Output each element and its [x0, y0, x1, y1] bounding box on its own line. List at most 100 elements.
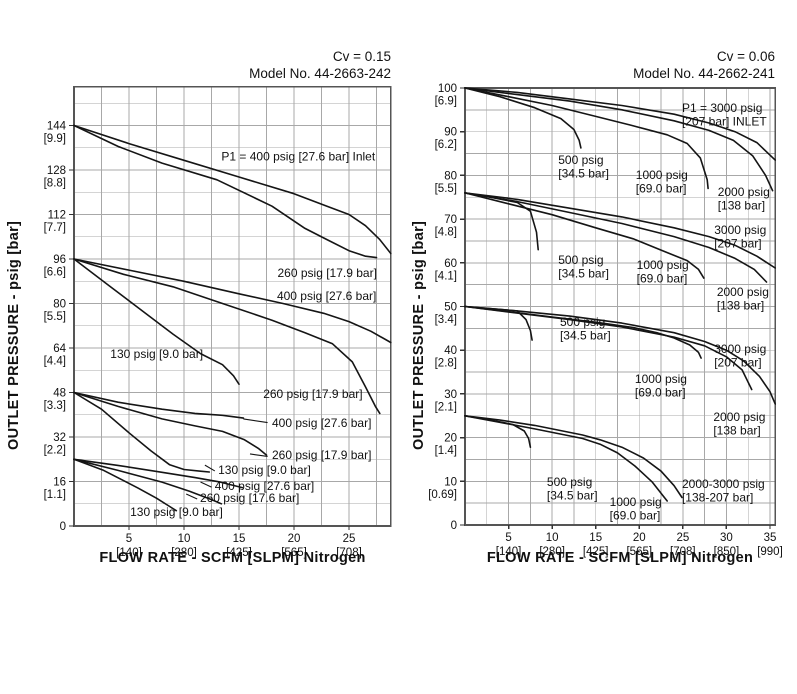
- svg-text:80: 80: [53, 299, 66, 311]
- x-axis-ticks: 5 [140] 10 [280] 15 [425] 20 [565] 25 [708]: [116, 526, 362, 559]
- svg-text:[990]: [990]: [757, 546, 783, 558]
- svg-text:20: 20: [444, 433, 457, 445]
- svg-text:[5.5]: [5.5]: [44, 311, 66, 323]
- svg-text:[3.4]: [3.4]: [435, 314, 457, 326]
- svg-text:64: 64: [53, 343, 66, 355]
- svg-text:128: 128: [47, 165, 66, 177]
- svg-text:[8.8]: [8.8]: [44, 178, 66, 190]
- svg-text:[2.1]: [2.1]: [435, 401, 457, 413]
- svg-text:48: 48: [53, 388, 66, 400]
- svg-text:96: 96: [53, 254, 66, 266]
- curve-set100-inlet-3000: [464, 87, 776, 161]
- svg-text:20: 20: [288, 533, 301, 545]
- curve-label: 3000 psig [207 bar]: [714, 342, 766, 370]
- curve-label: 500 psig [34.5 bar]: [558, 253, 609, 281]
- curve-set25-inlet-1000: [464, 415, 668, 502]
- svg-text:32: 32: [53, 432, 66, 444]
- curve-set48-inlet-400: [73, 391, 245, 419]
- curve-set25-inlet-2000-3000: [464, 415, 683, 499]
- flow-curves: [464, 87, 776, 502]
- curve-set76-inlet-1000: [464, 192, 705, 279]
- svg-text:[4.1]: [4.1]: [435, 270, 457, 282]
- curve-label: 260 psig [17.9 bar]: [278, 266, 377, 280]
- svg-text:[140]: [140]: [496, 546, 522, 558]
- curve-set144-inlet-400: [73, 124, 392, 255]
- svg-text:[6.2]: [6.2]: [435, 139, 457, 151]
- curve-label: 500 psig [34.5 bar]: [560, 315, 611, 343]
- svg-text:[850]: [850]: [714, 546, 740, 558]
- svg-text:[4.8]: [4.8]: [435, 227, 457, 239]
- svg-text:50: 50: [444, 302, 457, 314]
- curve-label: 1000 psig [69.0 bar]: [636, 168, 688, 196]
- svg-text:16: 16: [53, 477, 66, 489]
- curve-label: 400 psig [27.6 bar]: [215, 479, 314, 493]
- curve-set100-inlet-2000: [464, 87, 774, 192]
- svg-text:0: 0: [451, 520, 457, 532]
- svg-text:[4.4]: [4.4]: [44, 356, 66, 368]
- svg-text:30: 30: [444, 389, 457, 401]
- svg-text:[6.9]: [6.9]: [435, 96, 457, 108]
- label-leader-line: [249, 453, 268, 458]
- flow-curves: [73, 124, 392, 512]
- svg-text:10: 10: [546, 532, 559, 544]
- svg-text:112: 112: [48, 210, 66, 222]
- left-chart-model-label: Model No. 44-2663-242: [249, 66, 391, 81]
- curve-set48-inlet-260: [73, 391, 268, 456]
- curve-label: 500 psig [34.5 bar]: [558, 153, 609, 181]
- svg-text:[565]: [565]: [281, 547, 307, 559]
- svg-text:25: 25: [676, 532, 689, 544]
- curve-set100-inlet-500: [464, 87, 582, 149]
- left-chart-cv-label: Cv = 0.15: [332, 49, 391, 64]
- svg-text:[7.7]: [7.7]: [44, 222, 66, 234]
- label-leader-line: [185, 493, 198, 500]
- svg-text:[2.2]: [2.2]: [44, 445, 66, 457]
- plot-border: [73, 85, 392, 527]
- y-axis-ticks: 100[6.9]90[6.2]80[5.5]70[4.8]60[4.1]50[3…: [428, 83, 465, 532]
- svg-text:40: 40: [444, 345, 457, 357]
- svg-text:90: 90: [444, 127, 457, 139]
- left-chart-x-axis-title: FLOW RATE - SCFM [SLPM] Nitrogen: [99, 550, 366, 566]
- curve-label: 260 psig [17.9 bar]: [272, 448, 371, 462]
- curve-label: P1 = 3000 psig [207 bar] INLET: [682, 101, 767, 129]
- curve-label: 2000 psig [138 bar]: [717, 285, 769, 313]
- curve-label: 1000 psig [69.0 bar]: [637, 258, 689, 286]
- curve-set50-inlet-2000: [464, 305, 753, 391]
- svg-text:15: 15: [233, 533, 246, 545]
- curve-label: 130 psig [9.0 bar]: [110, 347, 203, 361]
- svg-text:60: 60: [444, 258, 457, 270]
- svg-text:70: 70: [444, 214, 457, 226]
- label-leader-line: [204, 464, 216, 472]
- curve-set24-inlet-400: [73, 458, 244, 489]
- label-leader-line: [200, 481, 212, 488]
- curve-set100-inlet-1000: [464, 87, 709, 190]
- svg-text:5: 5: [126, 533, 132, 545]
- right-chart-y-axis-title: OUTLET PRESSURE - psig [bar]: [411, 220, 427, 450]
- svg-text:[280]: [280]: [171, 547, 197, 559]
- curve-set96-inlet-400: [73, 258, 392, 344]
- svg-text:[425]: [425]: [583, 546, 609, 558]
- curve-set24-inlet-260: [73, 458, 223, 505]
- x-axis-ticks: 5 [140] 10 [280] 15 [425] 20 [565] 25 [708] 30 [850…: [496, 525, 783, 558]
- curve-label: 1000 psig [69.0 bar]: [635, 372, 687, 400]
- curve-set50-inlet-3000: [464, 305, 776, 405]
- svg-text:100: 100: [438, 83, 457, 95]
- curve-set96-inlet-130: [73, 258, 240, 385]
- curve-label: 400 psig [27.6 bar]: [277, 289, 376, 303]
- svg-text:[708]: [708]: [670, 546, 696, 558]
- svg-text:25: 25: [343, 533, 356, 545]
- svg-text:144: 144: [47, 121, 67, 133]
- svg-text:[708]: [708]: [336, 547, 362, 559]
- svg-text:[1.1]: [1.1]: [44, 489, 66, 501]
- svg-text:5: 5: [505, 532, 511, 544]
- curve-label: 400 psig [27.6 bar]: [272, 416, 371, 430]
- svg-text:0: 0: [60, 521, 66, 533]
- y-axis-ticks: 144[9.9] 128[8.8] 112[7.7] 96[6.6] 80[5.5] 64…: [44, 121, 74, 533]
- curve-label: 3000 psig [207 bar]: [714, 223, 766, 251]
- curve-set76-inlet-3000: [464, 192, 776, 269]
- svg-text:[6.6]: [6.6]: [44, 267, 66, 279]
- curve-label: 2000 psig [138 bar]: [718, 185, 770, 213]
- svg-text:[2.8]: [2.8]: [435, 358, 457, 370]
- right-chart-cv-label: Cv = 0.06: [716, 49, 775, 64]
- svg-text:[0.69]: [0.69]: [428, 489, 457, 501]
